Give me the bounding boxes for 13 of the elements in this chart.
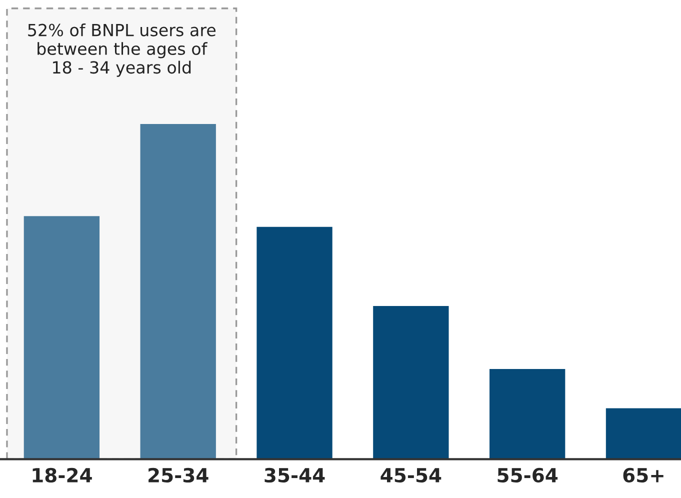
- x-tick-label: 25-34: [148, 468, 208, 483]
- band-label: 52% of BNPL users are between the ages of 18 - 34 years old: [28, 23, 216, 77]
- x-tick-label: 18-24: [32, 468, 92, 483]
- bar: [373, 306, 449, 460]
- x-tick-label: 55-64: [498, 468, 558, 483]
- bar: [606, 408, 681, 460]
- bar: [256, 226, 332, 460]
- bar: [140, 124, 216, 460]
- x-tick-label: 35-44: [264, 468, 325, 483]
- x-tick-label: 45-54: [380, 468, 442, 483]
- x-tick-label: 65+: [623, 468, 664, 483]
- bar: [490, 369, 566, 460]
- bar: [24, 216, 100, 460]
